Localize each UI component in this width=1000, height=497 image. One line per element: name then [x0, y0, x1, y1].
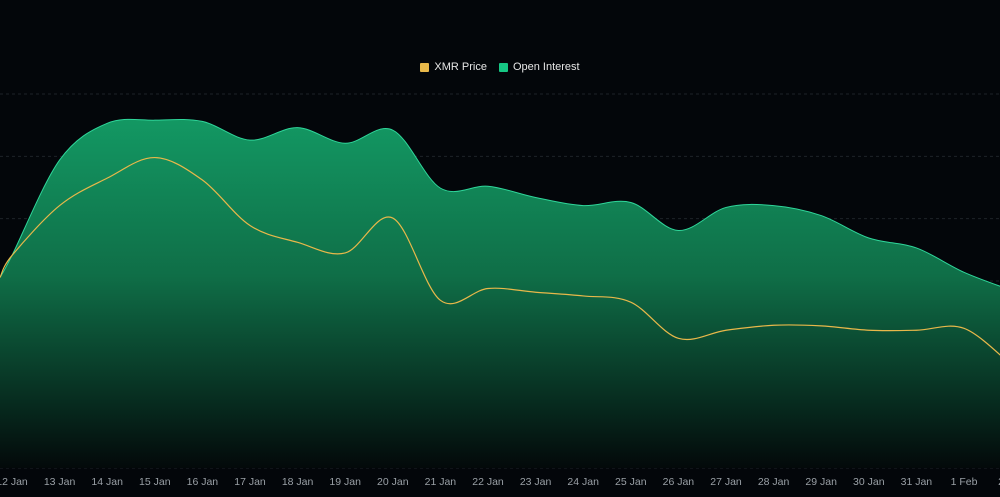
x-tick-label: 24 Jan: [567, 476, 599, 488]
x-tick-label: 28 Jan: [758, 476, 790, 488]
x-tick-label: 31 Jan: [901, 476, 933, 488]
x-tick-label: 15 Jan: [139, 476, 171, 488]
legend-label: XMR Price: [434, 61, 487, 73]
legend-item-open-interest[interactable]: Open Interest: [498, 61, 580, 73]
x-tick-label: 25 Jan: [615, 476, 647, 488]
xmr-price-line: [0, 156, 1000, 356]
x-tick-label: 30 Jan: [853, 476, 885, 488]
x-tick-label: 21 Jan: [425, 476, 457, 488]
legend-swatch: [420, 62, 430, 72]
x-tick-label: 12 Jan: [0, 476, 28, 488]
legend-label: Open Interest: [512, 61, 580, 73]
x-tick-label: 29 Jan: [805, 476, 837, 488]
x-tick-label: 2 Feb: [998, 476, 1000, 488]
x-tick-label: 26 Jan: [663, 476, 695, 488]
x-tick-label: 14 Jan: [91, 476, 123, 488]
x-tick-label: 17 Jan: [234, 476, 266, 488]
x-tick-label: 27 Jan: [710, 476, 742, 488]
x-tick-label: 23 Jan: [520, 476, 552, 488]
x-tick-label: 13 Jan: [44, 476, 76, 488]
x-tick-label: 22 Jan: [472, 476, 504, 488]
open-interest-area: [0, 119, 1000, 468]
x-tick-label: 18 Jan: [282, 476, 314, 488]
x-tick-label: 20 Jan: [377, 476, 409, 488]
legend: XMR Price Open Interest: [0, 61, 1000, 73]
legend-item-xmr-price[interactable]: XMR Price: [420, 61, 487, 73]
open-interest-line: [0, 118, 1000, 287]
x-tick-label: 1 Feb: [951, 476, 978, 488]
x-tick-label: 19 Jan: [329, 476, 361, 488]
legend-swatch: [498, 62, 508, 72]
x-tick-label: 16 Jan: [187, 476, 219, 488]
